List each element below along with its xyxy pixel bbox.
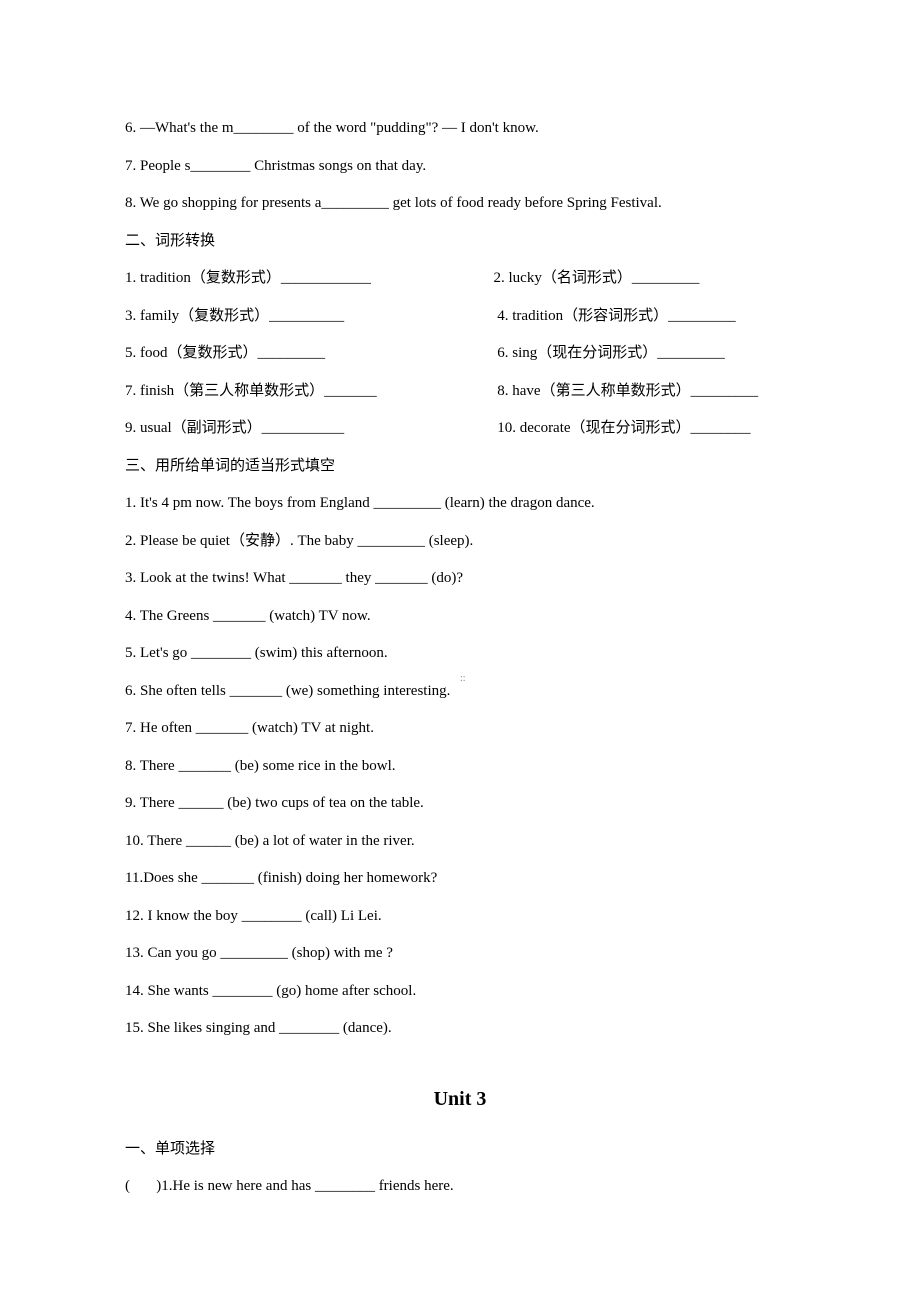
sec3-q3: 3. Look at the twins! What _______ they … (125, 560, 795, 598)
sec2-q3: 3. family（复数形式）__________ (125, 298, 494, 336)
sec2-q8: 8. have（第三人称单数形式）_________ (494, 373, 796, 411)
sec3-q7: 7. He often _______ (watch) TV at night. (125, 710, 795, 748)
sec3-q1: 1. It's 4 pm now. The boys from England … (125, 485, 795, 523)
sec2-q7: 7. finish（第三人称单数形式）_______ (125, 373, 494, 411)
question-6: 6. —What's the m________ of the word "pu… (125, 110, 795, 148)
sec2-row-5: 9. usual（副词形式）___________ 10. decorate（现… (125, 410, 795, 448)
question-8: 8. We go shopping for presents a________… (125, 185, 795, 223)
sec3-q2: 2. Please be quiet（安静）. The baby _______… (125, 523, 795, 561)
question-7: 7. People s________ Christmas songs on t… (125, 148, 795, 186)
sec2-row-2: 3. family（复数形式）__________ 4. tradition（形… (125, 298, 795, 336)
sec2-q1: 1. tradition（复数形式）____________ (125, 260, 494, 298)
sec3-q4: 4. The Greens _______ (watch) TV now. (125, 598, 795, 636)
sec3-q13: 13. Can you go _________ (shop) with me … (125, 935, 795, 973)
sec2-row-3: 5. food（复数形式）_________ 6. sing（现在分词形式）__… (125, 335, 795, 373)
sec2-q6: 6. sing（现在分词形式）_________ (494, 335, 796, 373)
unit-3-title: Unit 3 (125, 1088, 795, 1111)
sec3-q5: 5. Let's go ________ (swim) this afterno… (125, 635, 795, 673)
document-page: 6. —What's the m________ of the word "pu… (0, 0, 920, 1266)
section-2-heading: 二、词形转换 (125, 223, 795, 261)
section-3-heading: 三、用所给单词的适当形式填空 (125, 448, 795, 486)
center-marker-icon: :: (460, 673, 466, 684)
unit3-sec1-q1: ( )1.He is new here and has ________ fri… (125, 1168, 795, 1206)
sec2-q4: 4. tradition（形容词形式）_________ (494, 298, 796, 336)
sec2-row-4: 7. finish（第三人称单数形式）_______ 8. have（第三人称单… (125, 373, 795, 411)
sec2-q2: 2. lucky（名词形式）_________ (494, 260, 796, 298)
sec3-q9: 9. There ______ (be) two cups of tea on … (125, 785, 795, 823)
sec3-q10: 10. There ______ (be) a lot of water in … (125, 823, 795, 861)
sec2-q9: 9. usual（副词形式）___________ (125, 410, 494, 448)
unit3-section-1-heading: 一、单项选择 (125, 1131, 795, 1169)
sec3-q8: 8. There _______ (be) some rice in the b… (125, 748, 795, 786)
sec2-q10: 10. decorate（现在分词形式）________ (494, 410, 796, 448)
sec3-q11: 11.Does she _______ (finish) doing her h… (125, 860, 795, 898)
sec3-q14: 14. She wants ________ (go) home after s… (125, 973, 795, 1011)
sec3-q12: 12. I know the boy ________ (call) Li Le… (125, 898, 795, 936)
sec2-q5: 5. food（复数形式）_________ (125, 335, 494, 373)
sec2-row-1: 1. tradition（复数形式）____________ 2. lucky（… (125, 260, 795, 298)
sec3-q15: 15. She likes singing and ________ (danc… (125, 1010, 795, 1048)
